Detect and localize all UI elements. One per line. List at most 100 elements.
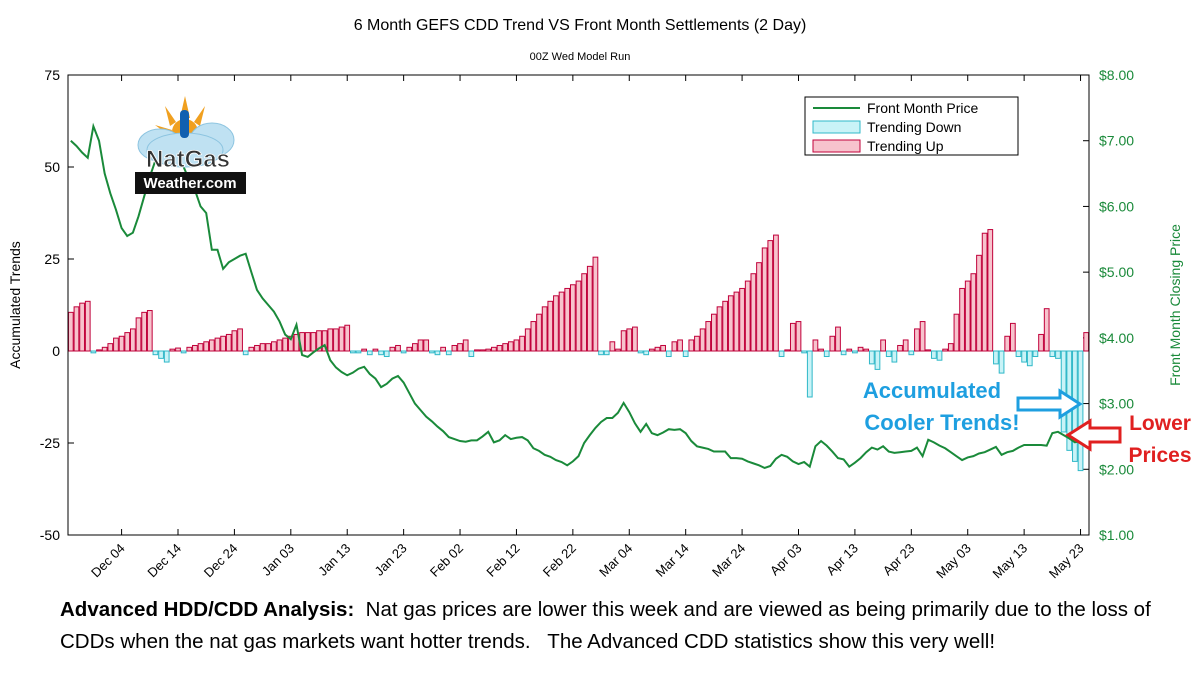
bar — [558, 291, 565, 352]
bar — [265, 343, 272, 352]
bar — [321, 330, 328, 352]
bar — [852, 350, 858, 354]
bar — [502, 343, 509, 352]
bar — [891, 350, 898, 363]
bar — [857, 346, 864, 352]
bar — [524, 328, 531, 352]
bar — [90, 350, 97, 354]
x-tick-label: Mar 24 — [709, 541, 748, 580]
bar — [553, 295, 559, 352]
y-axis-label: Accumulated Trends — [7, 241, 23, 369]
logo-flame — [180, 110, 189, 138]
bar — [113, 337, 119, 352]
bar — [1083, 332, 1090, 352]
y2-tick-label: $4.00 — [1099, 330, 1134, 346]
bar — [874, 350, 881, 370]
bar — [146, 310, 153, 352]
x-tick-label: Feb 02 — [427, 541, 466, 580]
bar — [744, 280, 751, 352]
bar — [163, 350, 170, 363]
annotation: Accumulated — [863, 378, 1001, 403]
bar — [711, 313, 717, 352]
bar — [462, 339, 469, 352]
bar — [586, 265, 593, 352]
plot-frame — [67, 74, 1090, 536]
bar — [1043, 308, 1050, 352]
bar — [575, 280, 582, 352]
y2-tick-label: $2.00 — [1099, 461, 1134, 477]
bar — [564, 287, 571, 352]
bar — [897, 344, 903, 352]
y-tick-label: -25 — [40, 435, 60, 451]
bar — [276, 339, 283, 352]
bar — [919, 321, 926, 352]
legend-label: Front Month Price — [867, 100, 978, 116]
bar — [1049, 350, 1056, 358]
bar — [806, 350, 813, 398]
bar — [936, 350, 943, 361]
bar — [124, 332, 131, 352]
bar — [73, 306, 80, 352]
bar — [259, 343, 266, 352]
bar — [840, 350, 847, 356]
bar — [1026, 350, 1033, 367]
y-tick-label: 25 — [44, 251, 60, 267]
bar — [474, 349, 480, 352]
bar — [118, 335, 125, 352]
bar — [417, 339, 424, 352]
bar — [716, 306, 723, 352]
legend-label: Trending Down — [867, 119, 961, 135]
bar — [682, 350, 689, 358]
bar — [304, 332, 311, 352]
bar — [338, 326, 345, 352]
bar — [242, 350, 249, 356]
x-tick-label: May 13 — [989, 541, 1030, 582]
bar — [784, 349, 791, 352]
x-tick-label: Mar 04 — [596, 541, 635, 580]
x-tick-label: May 23 — [1046, 541, 1087, 582]
bar — [705, 321, 712, 352]
x-tick-label: Dec 24 — [201, 541, 241, 581]
logo-text: Weather.com — [143, 175, 236, 192]
bar — [902, 339, 909, 352]
bar — [428, 350, 435, 354]
bar — [271, 341, 277, 352]
bar — [1032, 350, 1039, 358]
bar — [180, 350, 187, 354]
bar — [592, 256, 599, 352]
bar — [688, 339, 695, 352]
x-tick-label: Apr 23 — [880, 541, 918, 579]
bar — [1004, 335, 1011, 352]
bar — [192, 344, 198, 352]
bar — [491, 346, 497, 352]
bar — [547, 300, 554, 352]
bar — [84, 300, 91, 352]
bar — [67, 311, 74, 352]
bar — [942, 348, 949, 352]
blue-arrow — [1016, 388, 1083, 420]
bar — [237, 328, 243, 352]
annotation: Prices — [1128, 444, 1191, 467]
bar — [530, 321, 537, 352]
bar — [1021, 350, 1027, 363]
bar — [457, 343, 463, 352]
bar — [1077, 350, 1084, 472]
bar — [598, 350, 604, 356]
bar — [812, 339, 819, 352]
bar — [976, 254, 982, 352]
bar — [773, 234, 779, 352]
y-tick-label: 0 — [52, 343, 60, 359]
bar — [569, 284, 576, 352]
bar — [835, 326, 841, 352]
y2-tick-label: $8.00 — [1099, 67, 1134, 83]
bar — [829, 335, 836, 352]
bar — [1055, 350, 1061, 359]
bar — [1038, 333, 1044, 352]
legend: Front Month Price Trending Down Trending U… — [804, 96, 1019, 156]
y-tick-label: 75 — [44, 67, 60, 83]
logo-bar — [135, 172, 246, 194]
bar — [733, 291, 740, 352]
bar — [412, 343, 418, 352]
bar — [225, 333, 232, 352]
bar — [970, 273, 977, 352]
